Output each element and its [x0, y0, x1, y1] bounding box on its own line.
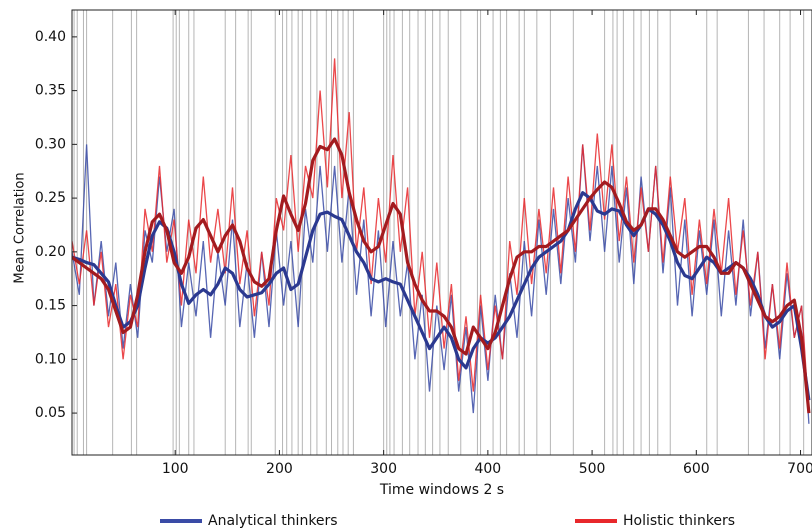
smooth-line: [72, 191, 811, 401]
legend-label: Analytical thinkers: [208, 513, 338, 529]
plot-frame: [71, 9, 812, 456]
y-axis-label: Mean Correlation: [13, 172, 28, 283]
smooth-line: [72, 137, 811, 414]
x-tick-label: 700: [787, 461, 812, 477]
x-tick-label: 600: [683, 461, 710, 477]
x-tick-label: 300: [370, 461, 397, 477]
x-tick-label: 100: [162, 461, 189, 477]
x-tick-label: 200: [266, 461, 293, 477]
axes: 100 200 300 400 500 600 700 0.05 0.10 0.15 0.20 0.2…: [35, 9, 812, 477]
x-axis-label: Time windows 2 s: [379, 482, 504, 498]
raw-line: [72, 58, 810, 414]
y-tick-label: 0.10: [35, 351, 66, 367]
y-tick-label: 0.15: [35, 298, 66, 314]
y-tick-label: 0.20: [35, 244, 66, 260]
y-tick-label: 0.40: [35, 29, 66, 45]
lines: [72, 58, 811, 424]
y-tick-label: 0.35: [35, 83, 66, 99]
highlights: [73, 10, 805, 455]
x-tick-label: 500: [579, 461, 606, 477]
x-tick-label: 400: [474, 461, 501, 477]
y-tick-label: 0.30: [35, 136, 66, 152]
raw-line: [72, 144, 810, 424]
y-tick-label: 0.25: [35, 190, 66, 206]
legend-label: Holistic thinkers: [623, 513, 735, 529]
y-tick-label: 0.05: [35, 405, 66, 421]
